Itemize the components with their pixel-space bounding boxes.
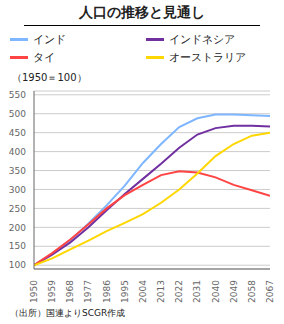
svg-text:400: 400 (9, 147, 26, 157)
svg-text:1959: 1959 (47, 280, 57, 303)
svg-text:300: 300 (9, 185, 26, 195)
svg-text:1977: 1977 (83, 280, 93, 303)
svg-text:250: 250 (9, 204, 26, 214)
svg-text:2067: 2067 (265, 280, 275, 303)
svg-text:2031: 2031 (192, 280, 202, 303)
svg-text:2013: 2013 (156, 280, 166, 303)
svg-text:550: 550 (9, 90, 26, 100)
html-text:インド: インド (33, 33, 66, 46)
html-text:タイ: タイ (33, 51, 55, 64)
html-text:オーストラリア: オーストラリア (169, 51, 246, 64)
html-text:（出所）国連よりSCGR作成: （出所）国連よりSCGR作成 (10, 308, 126, 318)
svg-text:1950: 1950 (29, 280, 39, 303)
svg-text:500: 500 (9, 109, 26, 119)
html-text:人口の推移と見通し: 人口の推移と見通し (79, 4, 205, 20)
svg-text:2004: 2004 (138, 280, 148, 303)
svg-text:1986: 1986 (102, 280, 112, 303)
svg-text:100: 100 (9, 260, 26, 270)
svg-text:350: 350 (9, 166, 26, 176)
svg-text:2040: 2040 (211, 280, 221, 303)
svg-text:150: 150 (9, 241, 26, 251)
html-text:インドネシア: インドネシア (169, 33, 235, 46)
svg-text:450: 450 (9, 128, 26, 138)
svg-text:2022: 2022 (174, 280, 184, 303)
html-text:（1950＝100）: （1950＝100） (12, 72, 87, 83)
svg-text:1968: 1968 (65, 280, 75, 303)
svg-text:2058: 2058 (247, 280, 257, 303)
svg-text:200: 200 (9, 223, 26, 233)
svg-text:1995: 1995 (120, 280, 130, 303)
svg-text:2049: 2049 (229, 280, 239, 303)
